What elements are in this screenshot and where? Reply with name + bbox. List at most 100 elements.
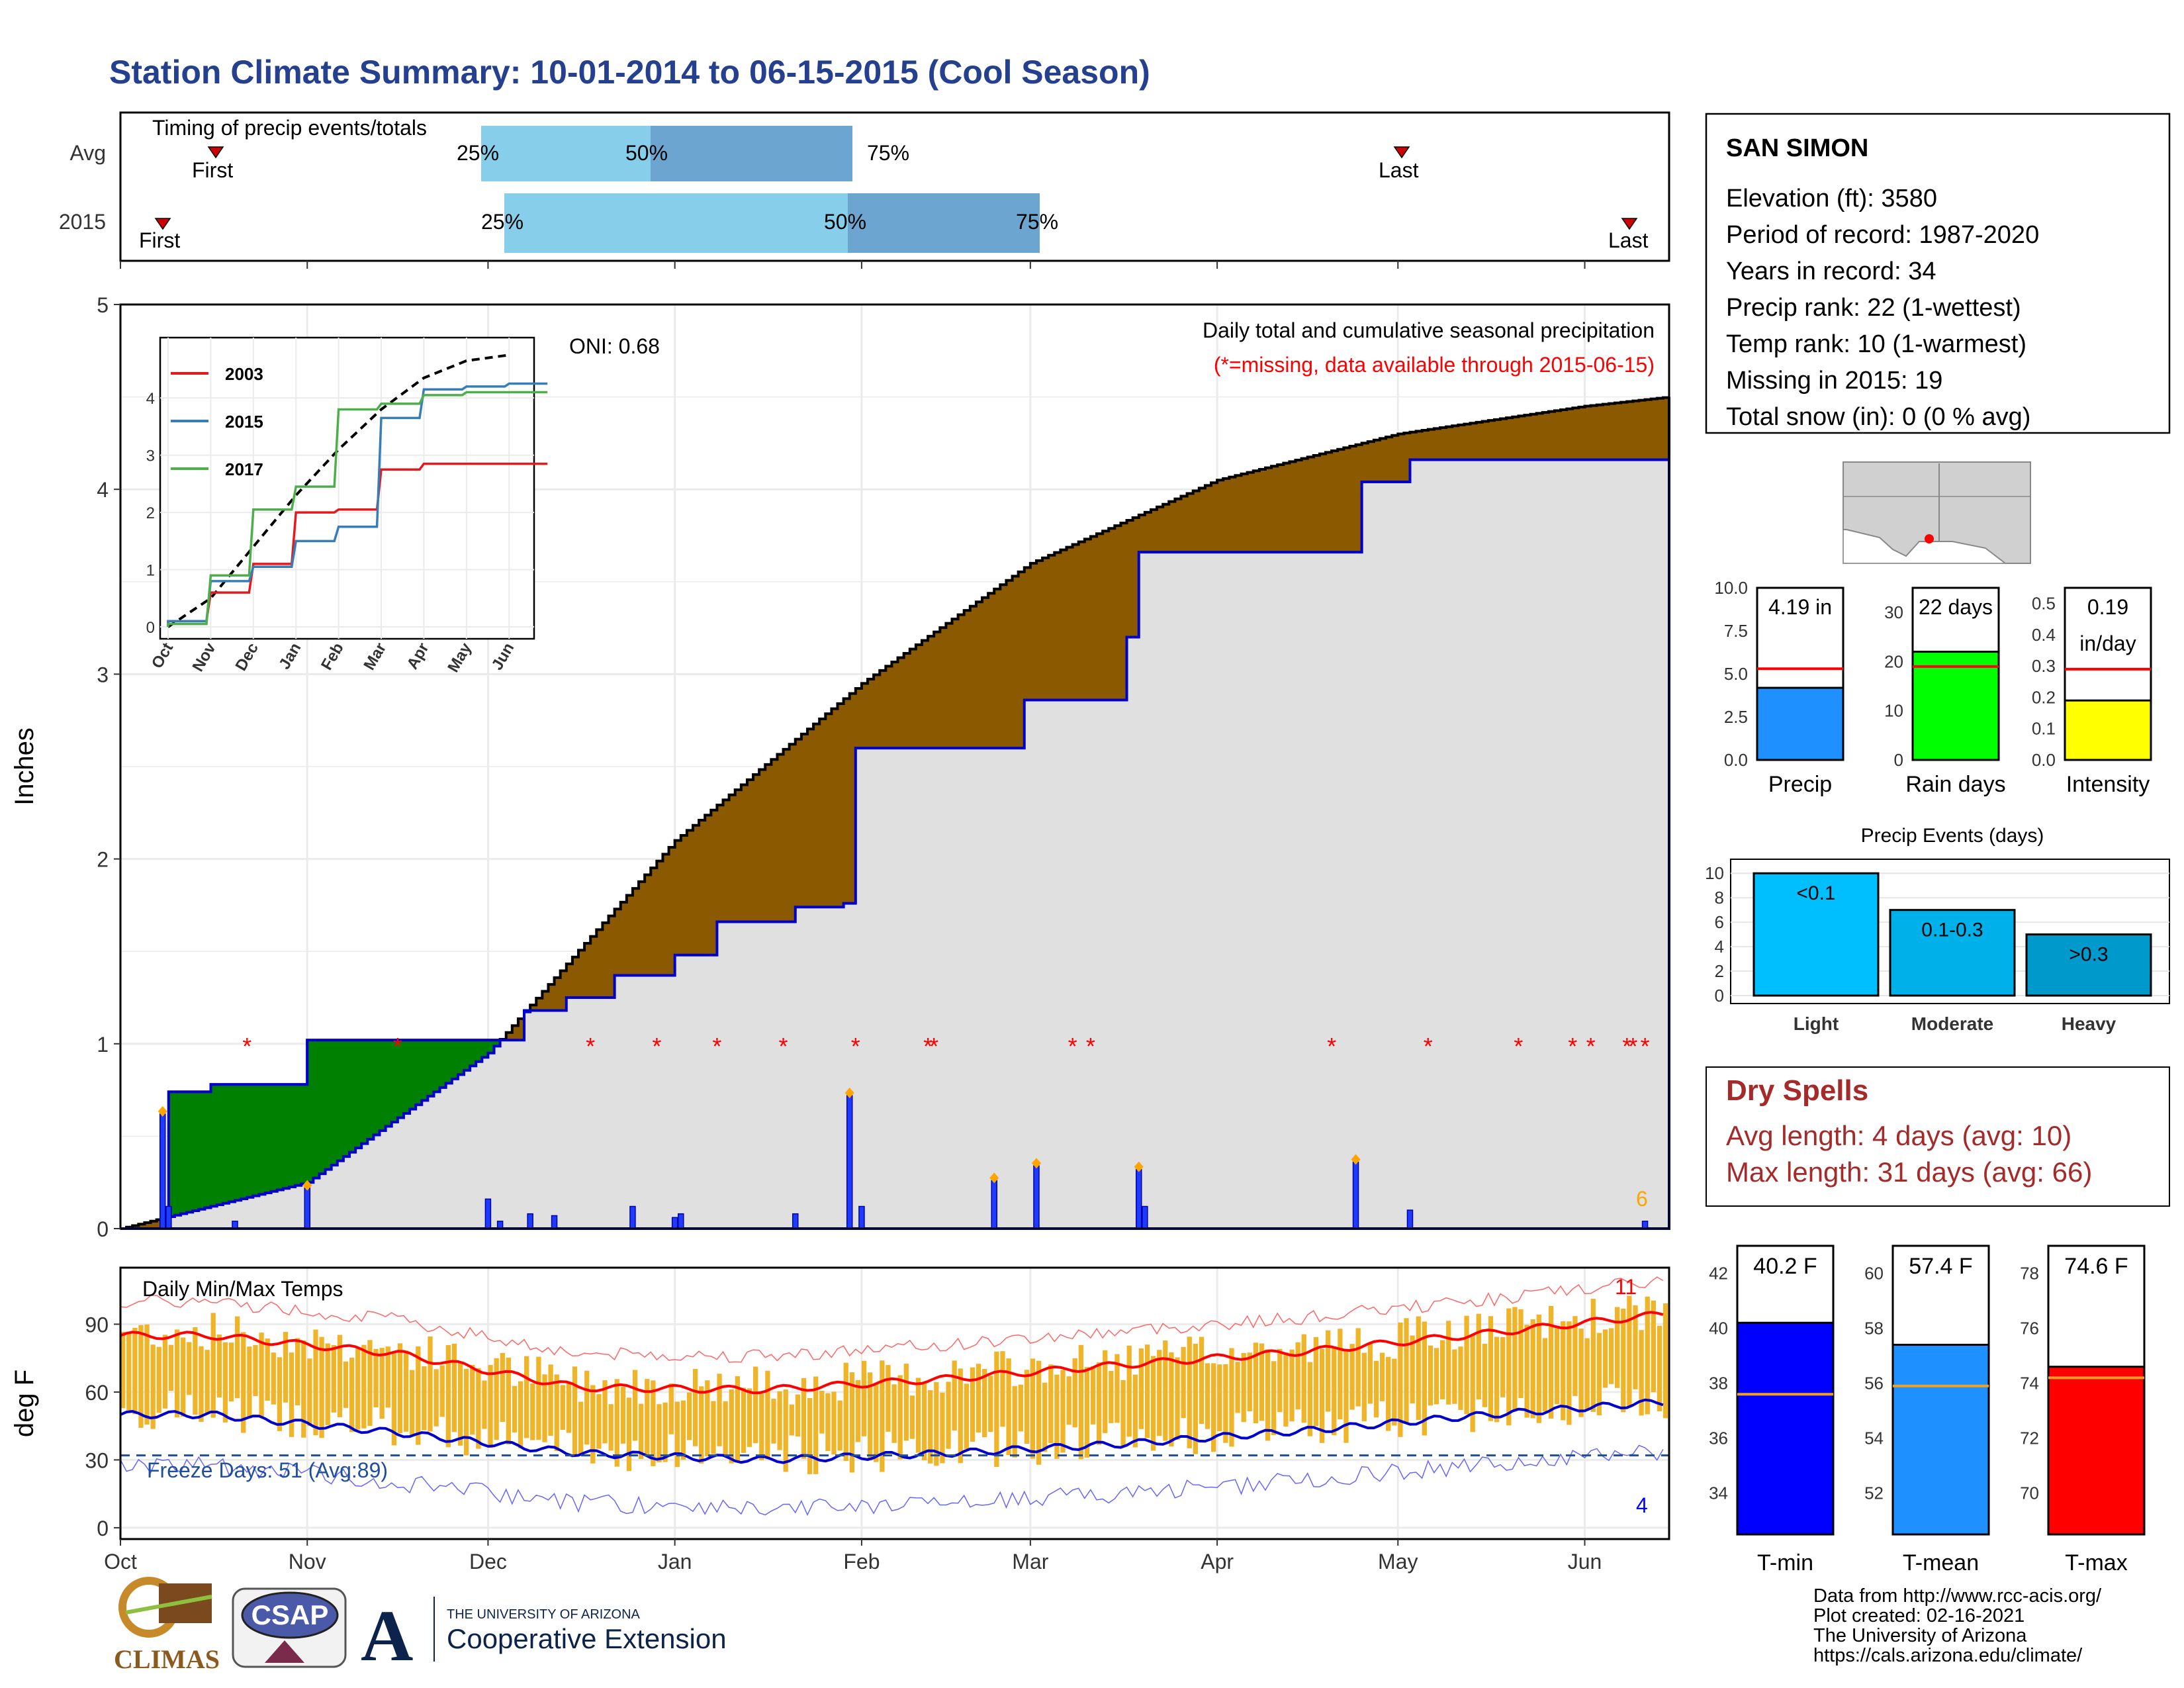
- footer-line-data-source: Data from http://www.rcc-acis.org/: [1813, 1585, 2102, 1607]
- mini-bar-category-label: Intensity: [2066, 772, 2150, 797]
- daily-temp-bar: [1241, 1353, 1246, 1423]
- temp-summary-tick-label: 74: [2020, 1374, 2039, 1393]
- missing-markers: * * * * * * * ** * * * * * * * ** *: [242, 1033, 1649, 1060]
- heavy-count-label: 6: [1636, 1187, 1648, 1211]
- precip-legend-title: Daily total and cumulative seasonal prec…: [1203, 318, 1655, 342]
- daily-temp-bar: [1144, 1344, 1150, 1438]
- timing-row-2015-label: 2015: [59, 210, 106, 234]
- daily-temp-bar: [1271, 1361, 1277, 1436]
- temp-summary-tick-label: 58: [1864, 1319, 1884, 1338]
- daily-temp-bar: [385, 1346, 390, 1408]
- daily-temp-bar: [946, 1382, 951, 1449]
- temp-summary-tick-label: 76: [2020, 1319, 2039, 1338]
- month-tick-label: Feb: [843, 1550, 880, 1573]
- daily-temp-bar: [187, 1342, 192, 1395]
- daily-temp-bar: [1530, 1319, 1535, 1419]
- month-tick-label: Oct: [104, 1550, 137, 1573]
- temp-summary-value-bar: [1736, 1321, 1835, 1536]
- avg-max-line: [120, 1311, 1664, 1395]
- daily-temp-bar: [891, 1384, 897, 1443]
- temp-summary-value-label: 40.2 F: [1753, 1254, 1817, 1279]
- daily-temp-bar: [1542, 1338, 1548, 1412]
- daily-temp-bar: [1488, 1316, 1494, 1421]
- mini-bar-tick-label: 0.5: [2032, 594, 2056, 614]
- daily-temp-bar: [1283, 1352, 1289, 1427]
- daily-temp-bar: [1326, 1330, 1331, 1412]
- daily-temp-bar: [156, 1346, 161, 1413]
- daily-temp-bar: [343, 1361, 349, 1408]
- missing-day-marker: *: [242, 1033, 251, 1060]
- daily-temp-bar: [657, 1404, 662, 1462]
- daily-temp-bar: [210, 1313, 216, 1418]
- daily-temp-bar: [524, 1356, 529, 1438]
- daily-temp-bar: [1410, 1335, 1415, 1404]
- map-region: [1843, 461, 2031, 564]
- daily-temp-bar: [1464, 1315, 1469, 1415]
- daily-temp-bar: [403, 1350, 409, 1432]
- daily-temp-bar: [1217, 1364, 1222, 1432]
- daily-temp-bar: [313, 1329, 318, 1436]
- temp-summary-category-label: T-min: [1757, 1550, 1813, 1575]
- climas-logo-text: CLIMAS: [114, 1644, 220, 1674]
- heavy-day-marker: [1134, 1161, 1144, 1172]
- daily-temp-bar: [934, 1382, 939, 1466]
- temp-summary-bars: 34 36 38 40 42 40.2 F T-min 52 54 56 58 60 57.4 F T-m…: [1709, 1244, 2146, 1575]
- daily-temp-bar: [1440, 1340, 1445, 1399]
- daily-temp-bar: [994, 1351, 999, 1468]
- mini-bar-tick-label: 10.0: [1714, 578, 1748, 598]
- y2015-q25-label: 25%: [481, 210, 523, 234]
- events-bars: 0 2 4 6 8 10 <0.1 Light 0.1-0.3 Moderate >0.3 Heavy: [1705, 863, 2169, 1034]
- precip-ytick-label: 4: [97, 478, 109, 502]
- daily-temp-bar: [717, 1374, 722, 1446]
- mini-bar-unit-label: in/day: [2079, 632, 2136, 655]
- daily-temp-bar: [1181, 1346, 1186, 1419]
- avg-first-label: First: [192, 158, 233, 182]
- footer: Data from http://www.rcc-acis.org/ Plot …: [114, 1577, 2102, 1676]
- station-line-missing: Missing in 2015: 19: [1726, 367, 1942, 395]
- daily-temp-bar: [1349, 1344, 1355, 1410]
- daily-temp-bar: [560, 1385, 565, 1430]
- daily-precip-bar: [991, 1180, 997, 1229]
- daily-temp-bar: [928, 1390, 933, 1464]
- inset-ytick-label: 3: [146, 447, 155, 465]
- daily-temp-bar: [518, 1381, 523, 1448]
- temp-summary-tick-label: 54: [1864, 1429, 1884, 1448]
- daily-temp-bar: [837, 1400, 842, 1451]
- events-bar: [1889, 909, 2016, 997]
- heavy-day-marker: [302, 1180, 312, 1191]
- daily-temp-bar: [1404, 1318, 1409, 1424]
- daily-temp-bar: [771, 1399, 776, 1444]
- precip-ytick-label: 2: [97, 848, 109, 872]
- inset-frame: [159, 336, 535, 640]
- station-name: SAN SIMON: [1726, 134, 1868, 162]
- missing-day-marker: *: [393, 1033, 402, 1060]
- daily-temp-bar: [970, 1367, 976, 1442]
- temp-summary-category-label: T-mean: [1903, 1550, 1979, 1575]
- ua-logo-small-text: THE UNIVERSITY OF ARIZONA: [447, 1607, 641, 1622]
- daily-temp-bar: [548, 1364, 553, 1436]
- mini-bar-tick-label: 2.5: [1724, 707, 1748, 727]
- daily-temp-bar: [1332, 1346, 1337, 1436]
- daily-temp-bar: [1295, 1342, 1300, 1410]
- dry-spells-box: Dry Spells Avg length: 4 days (avg: 10) …: [1706, 1066, 2170, 1207]
- month-tick-label: Apr: [1201, 1550, 1234, 1573]
- station-line-snow: Total snow (in): 0 (0 % avg): [1726, 403, 2030, 431]
- mini-bar-tick-label: 0.3: [2032, 656, 2056, 676]
- inset-ytick-label: 2: [146, 504, 155, 522]
- mini-bar-tick-label: 0.0: [1724, 750, 1748, 770]
- heavy-day-marker: [1031, 1158, 1041, 1169]
- daily-temp-bar: [747, 1388, 752, 1447]
- daily-temp-bar: [909, 1395, 915, 1439]
- temps-ytick-label: 90: [85, 1313, 109, 1336]
- missing-day-marker: *: [586, 1033, 595, 1060]
- daily-temp-bar: [325, 1343, 330, 1425]
- daily-temp-bar: [1199, 1336, 1205, 1425]
- daily-temp-bar: [228, 1342, 234, 1402]
- daily-temp-bar: [1608, 1328, 1614, 1384]
- daily-temp-bar: [283, 1332, 289, 1403]
- daily-temp-bar: [554, 1374, 559, 1452]
- daily-temp-bar: [488, 1365, 493, 1448]
- events-category-label: Moderate: [1911, 1013, 1993, 1034]
- missing-note: (*=missing, data available through 2015-…: [1214, 353, 1655, 377]
- daily-temp-bar: [494, 1358, 499, 1440]
